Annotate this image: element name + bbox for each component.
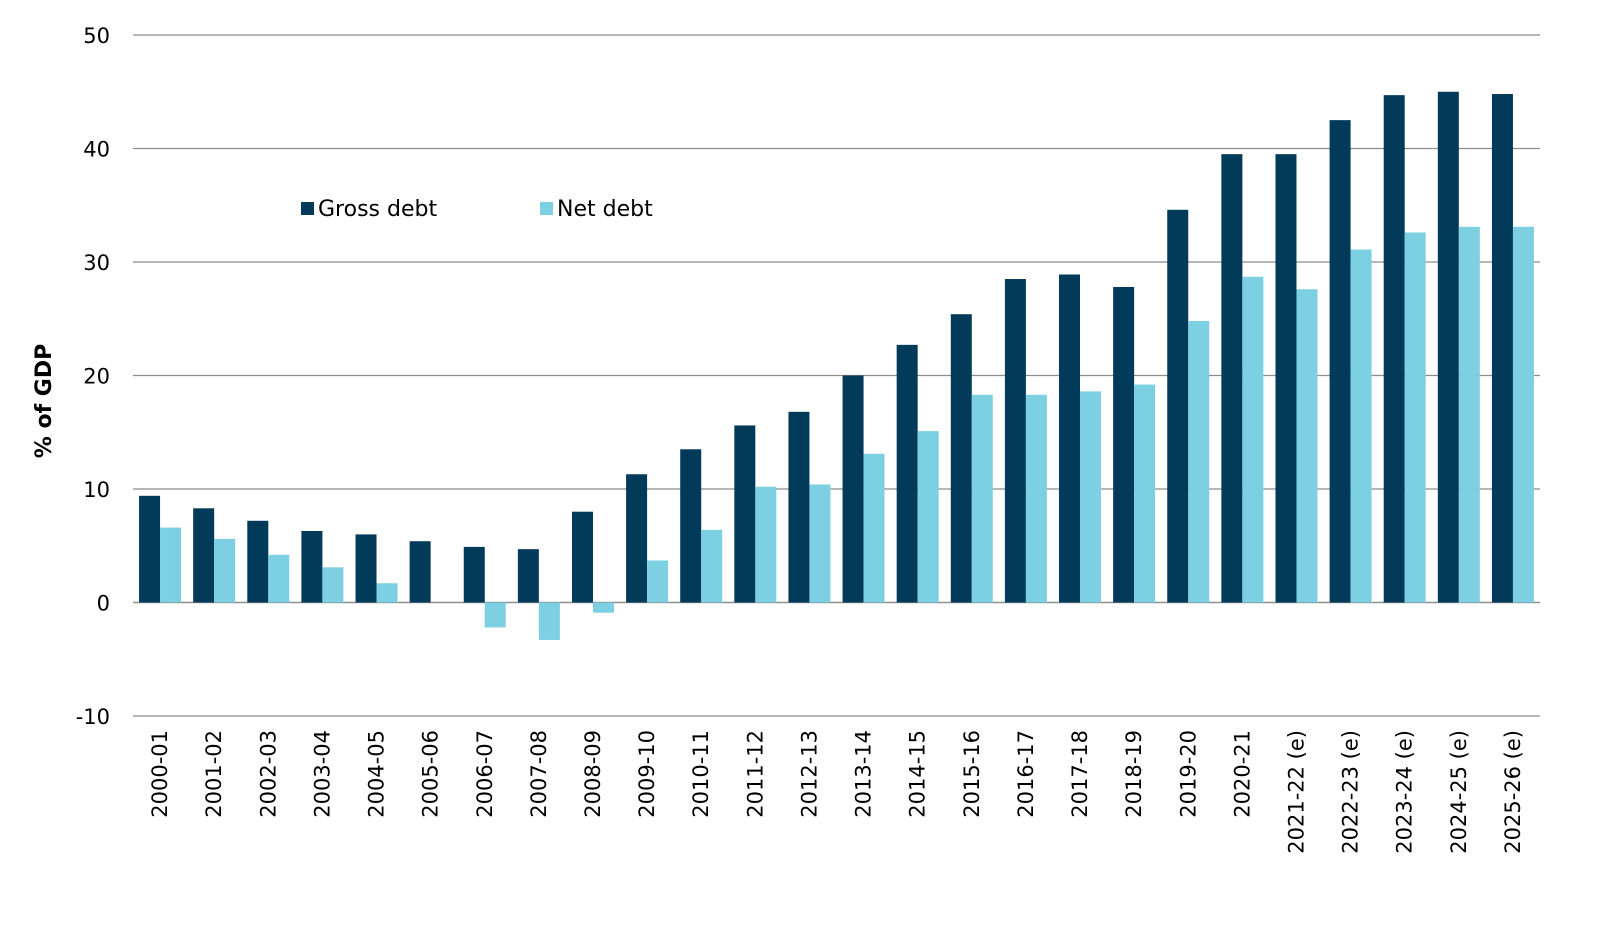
bar-net-debt [214,538,236,603]
y-tick-label: 0 [97,592,110,616]
bar-net-debt [755,486,777,603]
bar-gross-debt [463,546,485,603]
y-axis-ticks: 50 40 30 20 10 0 -10 [76,24,110,729]
x-tick-label: 2002-03 [256,730,280,818]
y-tick-label: 10 [83,478,110,502]
bar-net-debt [971,394,993,603]
x-tick-label: 2009-10 [635,730,659,818]
x-tick-label: 2023-24 (e) [1393,730,1417,854]
bar-gross-debt [842,375,864,603]
x-tick-label: 2019-20 [1176,730,1200,818]
x-tick-label: 2014-15 [906,730,930,818]
bar-gross-debt [734,425,756,603]
bar-net-debt [484,602,506,628]
bar-net-debt [917,431,939,603]
x-tick-label: 2024-25 (e) [1447,730,1471,854]
bar-gross-debt [1275,154,1297,603]
bar-gross-debt [301,530,323,603]
bar-gross-debt [409,541,431,603]
legend-label-gross-debt: Gross debt [318,197,437,222]
bar-net-debt [647,560,669,603]
x-tick-label: 2006-07 [473,730,497,818]
bars [139,91,1534,640]
x-tick-label: 2001-02 [202,730,226,818]
x-tick-label: 2017-18 [1068,730,1092,818]
bar-gross-debt [571,511,593,603]
bar-net-debt [1025,394,1047,603]
gridlines [133,34,1540,717]
bar-net-debt [1404,232,1426,603]
bar-gross-debt [1491,94,1513,603]
bar-gross-debt [896,344,918,603]
bar-net-debt [1296,289,1318,603]
bar-gross-debt [1221,154,1243,603]
bar-net-debt [376,583,398,603]
bar-gross-debt [1167,209,1189,603]
bar-net-debt [1242,276,1264,603]
bar-gross-debt [1329,120,1351,603]
legend-label-net-debt: Net debt [557,197,653,222]
x-tick-label: 2018-19 [1122,730,1146,818]
bar-net-debt [1350,249,1372,603]
bar-gross-debt [355,534,377,603]
y-tick-label: 20 [83,365,110,389]
bar-gross-debt [139,495,161,603]
bar-net-debt [701,529,723,603]
legend-swatch-net-debt [540,202,553,215]
bar-net-debt [1458,226,1480,603]
bar-net-debt [538,602,560,640]
bar-gross-debt [788,411,810,603]
bar-gross-debt [680,449,702,603]
x-tick-label: 2004-05 [365,730,389,818]
bar-gross-debt [1004,279,1026,603]
bar-net-debt [1188,321,1210,603]
bar-net-debt [809,484,831,603]
y-tick-label: -10 [76,705,110,729]
bar-net-debt [592,602,614,613]
bar-net-debt [160,527,182,603]
y-axis-title: % of GDP [32,344,57,459]
x-tick-label: 2003-04 [310,730,334,818]
y-tick-label: 40 [83,138,110,162]
x-tick-label: 2010-11 [689,730,713,818]
bar-gross-debt [626,474,648,603]
x-tick-label: 2016-17 [1014,730,1038,818]
x-tick-label: 2015-16 [960,730,984,818]
bar-gross-debt [193,508,215,603]
x-tick-label: 2020-21 [1230,730,1254,818]
bar-net-debt [863,453,885,603]
x-tick-label: 2012-13 [797,730,821,818]
y-tick-label: 30 [83,251,110,275]
bar-net-debt [1512,226,1534,603]
x-tick-label: 2000-01 [148,730,172,818]
x-tick-label: 2022-23 (e) [1339,730,1363,854]
bar-gross-debt [517,549,539,603]
x-tick-label: 2011-12 [743,730,767,818]
x-tick-label: 2008-09 [581,730,605,818]
x-tick-label: 2005-06 [419,730,443,818]
bar-gross-debt [1383,95,1405,603]
y-tick-label: 50 [83,24,110,48]
bar-net-debt [1080,391,1102,603]
bar-net-debt [1134,384,1156,603]
bar-gross-debt [1113,286,1135,603]
x-axis-ticks: 2000-01 2001-02 2002-03 2003-04 2004-05 2005-… [148,730,1525,854]
bar-net-debt [322,567,344,603]
bar-gross-debt [1059,274,1081,603]
bar-gross-debt [950,314,972,603]
x-tick-label: 2021-22 (e) [1284,730,1308,854]
legend-swatch-gross-debt [301,202,314,215]
x-tick-label: 2007-08 [527,730,551,818]
x-tick-label: 2013-14 [852,730,876,818]
bar-net-debt [268,554,290,603]
bar-gross-debt [1437,91,1459,603]
x-tick-label: 2025-26 (e) [1501,730,1525,854]
bar-gross-debt [247,520,269,603]
legend: Gross debt Net debt [301,197,653,222]
